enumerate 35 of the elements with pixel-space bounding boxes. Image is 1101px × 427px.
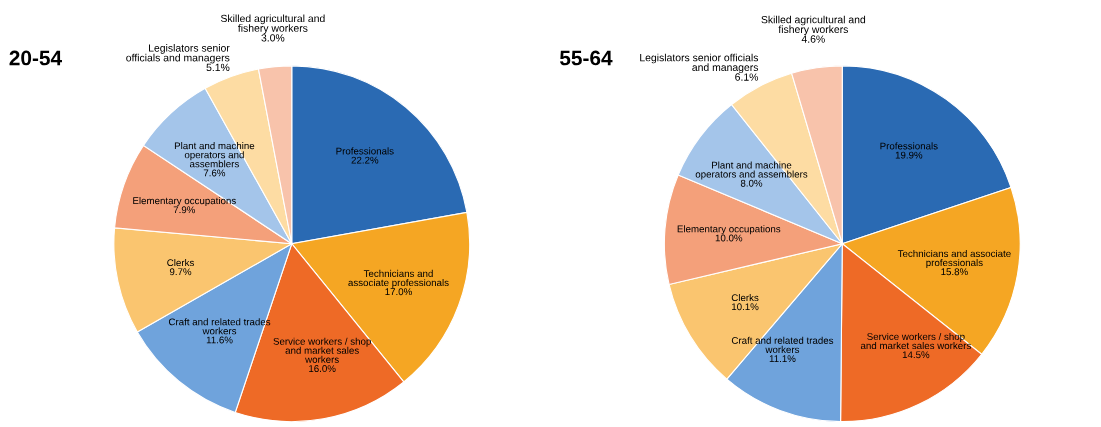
slice-label: Professionals (336, 147, 394, 155)
slice-label: Technicians and associate professionals (348, 269, 449, 288)
text: 20-54 (9, 50, 62, 66)
slice-label: Legislators senior officials and managers (126, 44, 230, 64)
data-label: 11.6% (206, 336, 233, 344)
slice-label: Clerks (731, 293, 759, 302)
data-label: 15.8% (941, 268, 968, 276)
slice-label: Plant and machine operators and assemblers (695, 161, 808, 180)
data-label: 14.5% (902, 351, 930, 359)
data-label: 16.0% (309, 365, 336, 372)
slice-label: Plant and machine operators and assemblers (174, 142, 255, 168)
slice-label: Elementary occupations (133, 196, 236, 207)
slice-label: Service workers / shop and market sales workers (273, 337, 371, 363)
data-label: 17.0% (385, 288, 412, 296)
slice-label: Legislators senior officials and managers (640, 53, 759, 74)
data-label: 22.2% (351, 156, 379, 164)
data-label: 19.9% (895, 151, 923, 159)
data-label: 3.0% (261, 34, 285, 42)
data-label: 9.7% (169, 268, 192, 276)
data-label: 4.6% (801, 35, 825, 43)
slice-label: Elementary occupations (677, 225, 781, 235)
slice-label: Clerks (167, 258, 194, 267)
slice-label: Professionals (880, 142, 938, 150)
data-label: 5.1% (206, 63, 230, 72)
data-label: 7.9% (173, 206, 196, 214)
data-label: 10.0% (715, 234, 743, 242)
slice-label: Skilled agricultural and fishery workers (220, 14, 325, 34)
data-label: 11.1% (769, 355, 796, 363)
data-label: 7.6% (203, 169, 226, 177)
data-label: 8.0% (740, 179, 763, 187)
data-label: 10.1% (732, 303, 759, 311)
data-label: 6.1% (735, 73, 759, 81)
text: 55-64 (559, 50, 613, 66)
slice-label: Technicians and associate professionals (897, 249, 1011, 269)
slice-label: Skilled agricultural and fishery workers (761, 15, 866, 36)
